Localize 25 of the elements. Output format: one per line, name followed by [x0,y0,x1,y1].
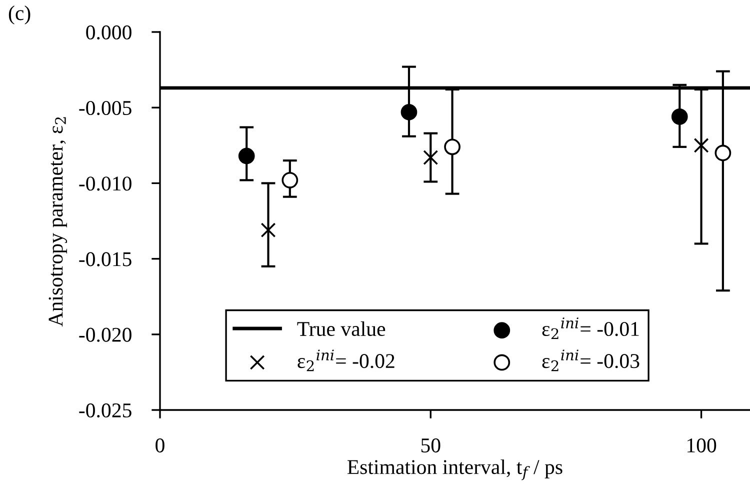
y-tick-label: 0.000 [86,25,132,40]
point [238,148,255,164]
legend-label: True value [297,321,386,336]
x-tick-label: 100 [687,438,716,452]
y-tick-label: -0.010 [79,176,132,191]
x-tick-label: 50 [421,438,440,452]
y-tick-label: -0.015 [79,252,132,266]
point [400,104,418,120]
point [671,108,688,125]
point [282,172,298,188]
point [444,138,460,156]
legend-label: ε$_{2}$$^{ini}$= -0.02 [298,350,394,372]
text: (c) [8,6,30,24]
x-tick-label: 0 [156,438,164,452]
y-tick-label: -0.005 [79,100,132,116]
point [260,222,276,238]
point [694,138,709,153]
point [423,150,438,165]
y-tick-label: -0.020 [79,328,132,342]
legend-label: ε$_{2}$$^{ini}$= -0.01 [542,317,639,340]
point [714,144,732,162]
x-axis-title: Estimation interval, t$_{f}$ / ps [347,459,562,480]
y-axis-title: Anisotropy parameter, ε$_{2}$ [48,117,68,327]
legend-label: ε$_{2}$$^{ini}$= -0.03 [542,350,640,372]
y-tick-label: -0.025 [79,403,132,418]
